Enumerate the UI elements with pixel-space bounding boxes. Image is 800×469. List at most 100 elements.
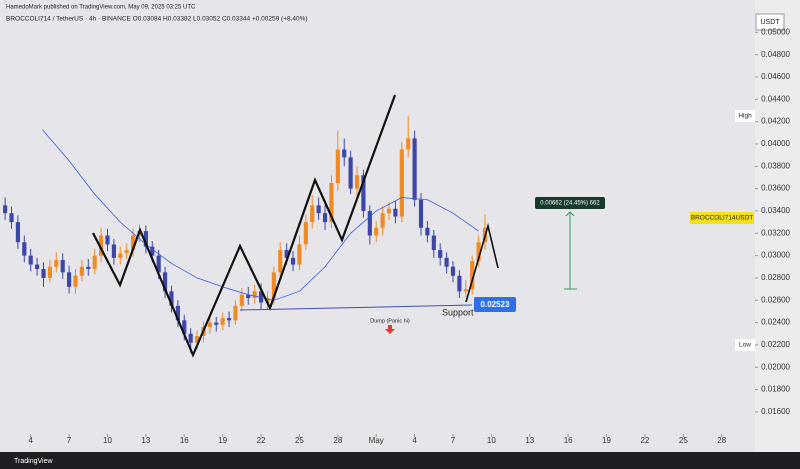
moving-average [41,129,479,301]
support-price: 0.02523 [481,300,510,309]
measure-arrow [565,211,575,217]
candle-body [246,294,251,299]
candle-body [278,250,283,273]
candle-body [329,183,334,223]
candle-body [476,242,481,262]
candle-body [271,272,276,299]
x-tick-label: 19 [218,436,227,445]
candle-body [150,246,155,256]
x-tick-label: 13 [141,436,150,445]
price-badge [474,297,516,312]
candle-body [418,199,424,228]
x-tick-label: 4 [28,436,33,445]
candle-body [470,261,475,290]
y-tick-label: 0.04000 [761,139,790,148]
candle-body [143,231,148,247]
candle-body [105,235,110,245]
high-label: High [738,113,752,120]
x-tick-label: 4 [412,436,417,445]
y-tick-label: 0.03400 [761,206,790,215]
x-tick-label: 7 [67,436,72,445]
x-tick-label: 28 [717,436,726,445]
x-tick-label: 25 [679,436,688,445]
candle-body [162,272,168,292]
x-tick-label: 28 [333,436,342,445]
candle-body [463,289,468,292]
candle-body [111,244,116,258]
currency-box [755,13,785,31]
candle-body [207,322,212,328]
candle-body [99,235,104,256]
candle-body [431,235,436,251]
candle-body [342,149,347,158]
candle-body [73,275,78,287]
candle-body [374,227,379,236]
brand: TradingView [14,458,53,465]
footer-bar [0,452,800,469]
candle-body [367,210,372,236]
candle-body [425,227,430,236]
candle-body [322,213,328,223]
symbol-badge [690,212,754,224]
candle-body [35,264,40,270]
y-tick-label: 0.03200 [761,228,790,237]
candle-body [220,318,225,325]
y-tick-label: 0.04200 [761,117,790,126]
candle-body [335,149,340,184]
support-line [239,304,473,311]
candle-body [284,250,289,258]
y-tick-label: 0.04600 [761,72,790,81]
y-tick-label: 0.05000 [761,27,790,36]
candle-body [233,305,238,321]
candle-body [438,250,443,258]
candle-body [86,266,91,270]
candle-body [169,291,174,306]
zigzag-drawing [92,94,397,358]
candle-body [194,335,200,343]
candle-body [79,266,84,276]
candle-body [354,175,360,189]
high-badge [735,110,755,122]
x-tick-label: 10 [487,436,496,445]
candle-body [457,275,462,292]
candle-body [361,175,366,211]
candle-body [28,255,33,265]
measure-label: 0.00662 (24.45%) 662 [540,201,600,207]
candle-body [412,138,417,200]
candle-body [393,208,398,217]
y-tick-label: 0.03600 [761,184,790,193]
y-tick-label: 0.01800 [761,385,790,394]
candle-body [316,205,321,214]
y-tick-label: 0.01600 [761,407,790,416]
x-tick-label: 16 [564,436,573,445]
candle-body [252,291,257,299]
candle-body [15,222,20,243]
candle-body [9,213,14,223]
candle-body [54,260,59,267]
candle-body [3,205,8,214]
candle-body [92,255,97,270]
symbol-label: BROCCOLI714USDT [691,215,754,222]
x-tick-label: 25 [295,436,304,445]
x-tick-label: 22 [257,436,266,445]
candle-body [47,266,52,278]
candle-body [406,138,411,150]
y-tick-label: 0.03800 [761,161,790,170]
candle-body [450,266,456,276]
y-tick-label: 0.02800 [761,273,790,282]
dump-arrow [385,325,395,334]
candle-body [386,208,392,214]
x-tick-label: 16 [180,436,189,445]
dump-label: Dump (Panic hi) [370,318,410,324]
zigzag-drawing [465,222,499,303]
y-tick-label: 0.04400 [761,94,790,103]
low-badge [735,339,755,351]
y-tick-label: 0.02200 [761,340,790,349]
candle-body [226,318,232,321]
x-tick-label: 19 [602,436,611,445]
header-symbol: BROCCOLI714 / TetherUS · 4h · BINANCE O0… [6,16,308,23]
candle-body [156,255,161,273]
candle-body [131,235,136,251]
